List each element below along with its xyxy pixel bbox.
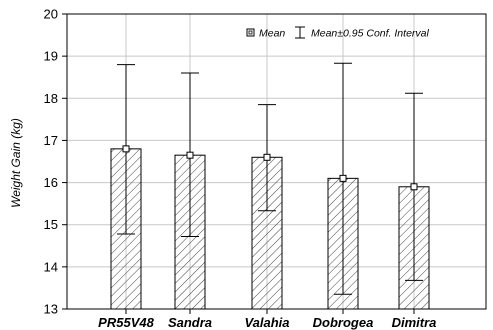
x-tick-label-Valahia: Valahia: [244, 315, 289, 330]
legend-mean-label: Mean: [259, 28, 285, 40]
y-tick-label-2: 15: [44, 217, 58, 232]
x-tick-label-Sandra: Sandra: [168, 315, 212, 330]
y-tick-label-7: 20: [44, 7, 58, 22]
bars: [110, 148, 430, 310]
axes: 13 14 15 16 17 18 19 20 PR55V48 Sandra Valahia Dobr…: [44, 7, 487, 330]
legend-mean-marker-inner: [248, 30, 253, 35]
legend: Mean Mean±0.95 Conf. Interval: [246, 26, 429, 40]
y-tick-label-1: 14: [44, 259, 58, 274]
x-tick-label-Dobrogea: Dobrogea: [313, 315, 374, 330]
mean-marker-Dobrogea: [339, 174, 347, 182]
mean-marker-Dimitra: [410, 183, 418, 191]
legend-mean-marker: [246, 28, 255, 37]
mean-marker-PR55V48: [122, 145, 130, 153]
y-tick-label-6: 19: [44, 49, 58, 64]
y-tick-label-0: 13: [44, 302, 58, 317]
mean-marker-Valahia: [263, 153, 271, 161]
legend-ci-label: Mean±0.95 Conf. Interval: [311, 28, 429, 40]
y-tick-label-4: 17: [44, 133, 58, 148]
y-tick-label-3: 16: [44, 175, 58, 190]
mean-marker-Sandra: [186, 151, 194, 159]
y-axis-label: Weight Gain (kg): [9, 118, 23, 208]
error-bars: [117, 62, 423, 295]
x-tick-label-Dimitra: Dimitra: [392, 315, 437, 330]
x-tick-label-PR55V48: PR55V48: [98, 315, 154, 330]
y-tick-label-5: 18: [44, 91, 58, 106]
plot-frame: [66, 13, 487, 310]
